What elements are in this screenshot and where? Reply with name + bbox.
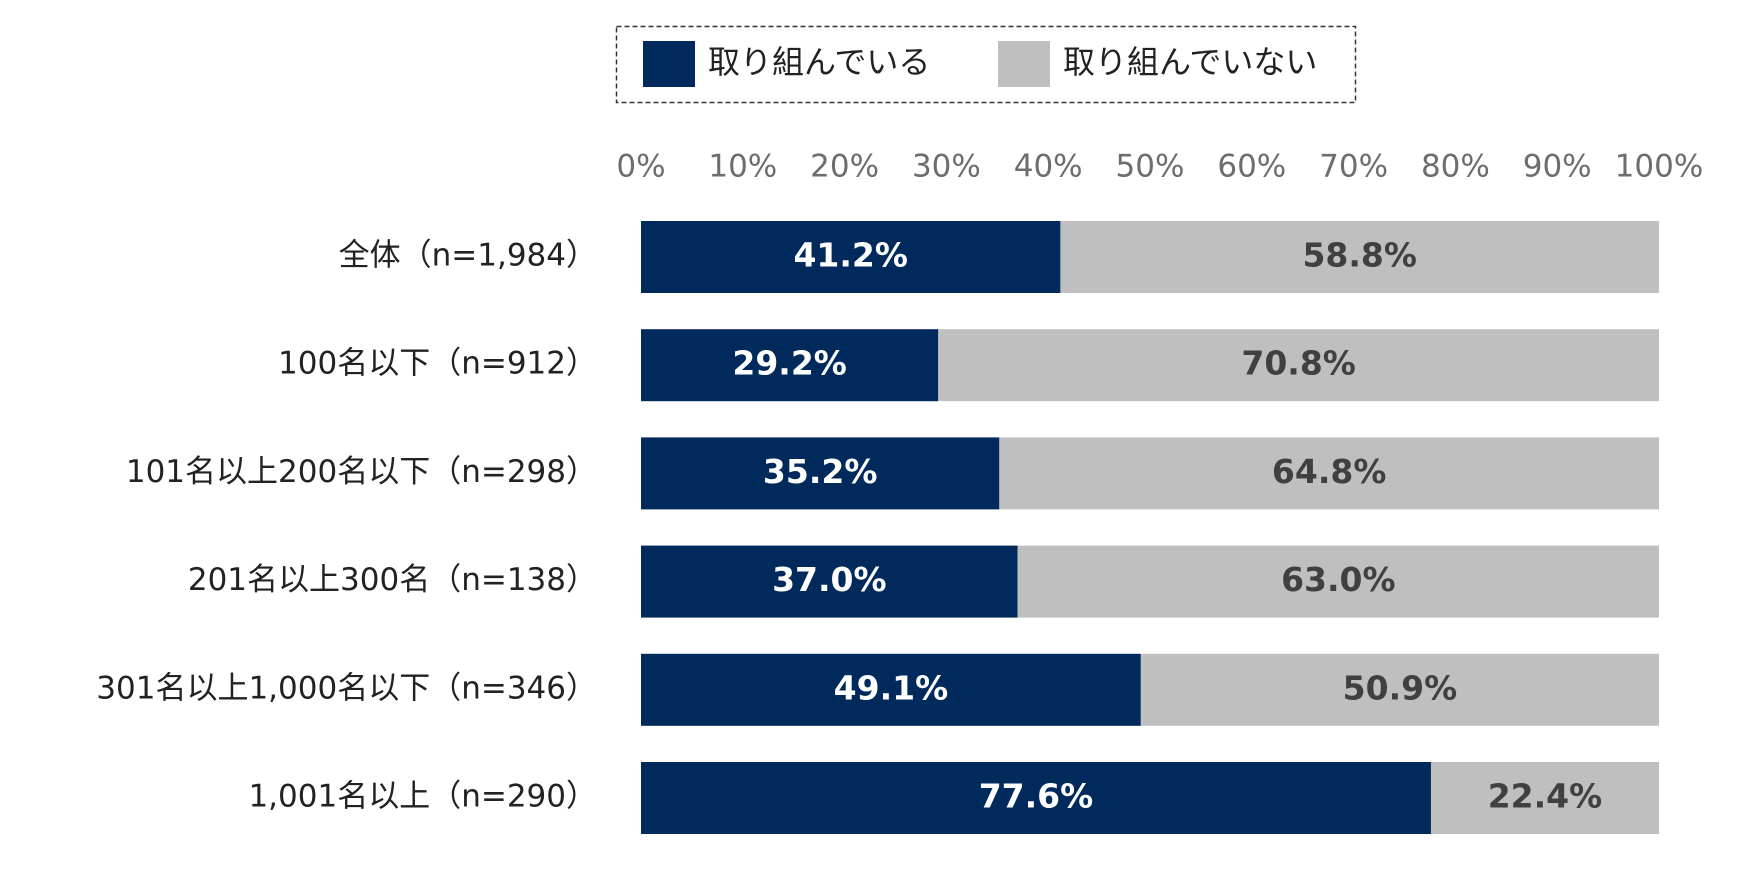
data-label: 77.6% (979, 777, 1094, 816)
x-tick-label: 10% (708, 149, 777, 185)
bars: 41.2% 58.8% 29.2% 70.8% 35.2% 64.8% 37.0% 63.0%… (641, 221, 1659, 834)
data-label: 37.0% (772, 560, 887, 599)
legend-label-not-engaged: 取り組んでいない (1063, 43, 1317, 81)
bar-segment-not-engaged (1140, 653, 1659, 726)
bar-segment-not-engaged (938, 329, 1659, 402)
x-tick-label: 70% (1319, 149, 1388, 185)
category-label: 1,001名以上（n=290） (248, 779, 597, 815)
bar-segment-not-engaged (999, 437, 1659, 510)
bar-segment-engaged (641, 545, 1018, 618)
x-tick-label: 20% (810, 149, 879, 185)
category-label: 100名以下（n=912） (278, 346, 597, 382)
legend-frame (615, 25, 1357, 104)
bar-segment-not-engaged (1017, 545, 1659, 618)
legend-swatch-not-engaged (998, 41, 1050, 87)
x-tick-label: 0% (616, 149, 665, 185)
data-label: 22.4% (1488, 777, 1603, 816)
x-tick-label: 100% (1615, 149, 1704, 185)
bar-segment-not-engaged (1430, 762, 1659, 834)
category-label: 201名以上300名（n=138） (188, 562, 597, 598)
data-label: 58.8% (1302, 236, 1417, 275)
bar-segment-engaged (641, 762, 1431, 834)
legend-swatch-engaged (643, 41, 695, 87)
data-label: 29.2% (732, 344, 847, 383)
data-label: 70.8% (1241, 344, 1356, 383)
x-tick-label: 60% (1217, 149, 1286, 185)
bar-segment-not-engaged (1060, 221, 1659, 293)
legend-label-engaged: 取り組んでいる (708, 43, 930, 81)
x-tick-label: 90% (1523, 149, 1592, 185)
bar-segment-engaged (641, 221, 1061, 293)
data-label: 63.0% (1281, 560, 1396, 599)
x-tick-label: 80% (1421, 149, 1490, 185)
bar-segment-engaged (641, 329, 939, 402)
category-label: 全体（n=1,984） (339, 238, 597, 274)
x-tick-label: 40% (1014, 149, 1083, 185)
data-label: 50.9% (1343, 668, 1458, 707)
category-label: 101名以上200名以下（n=298） (126, 454, 597, 490)
category-label: 301名以上1,000名以下（n=346） (96, 670, 597, 706)
x-tick-label: 50% (1116, 149, 1185, 185)
chart-legend: 取り組んでいる 取り組んでいない (615, 25, 1357, 104)
x-tick-label: 30% (912, 149, 981, 185)
data-label: 35.2% (763, 452, 878, 491)
data-label: 64.8% (1272, 452, 1387, 491)
data-label: 41.2% (793, 236, 908, 275)
category-labels: 全体（n=1,984） 100名以下（n=912） 101名以上200名以下（n=2… (96, 238, 597, 815)
bar-segment-engaged (641, 653, 1141, 726)
x-axis-ticks: 0% 10% 20% 30% 40% 50% 60% 70% 80% 90% 100% (616, 149, 1703, 185)
data-label: 49.1% (834, 668, 949, 707)
bar-segment-engaged (641, 437, 1000, 510)
